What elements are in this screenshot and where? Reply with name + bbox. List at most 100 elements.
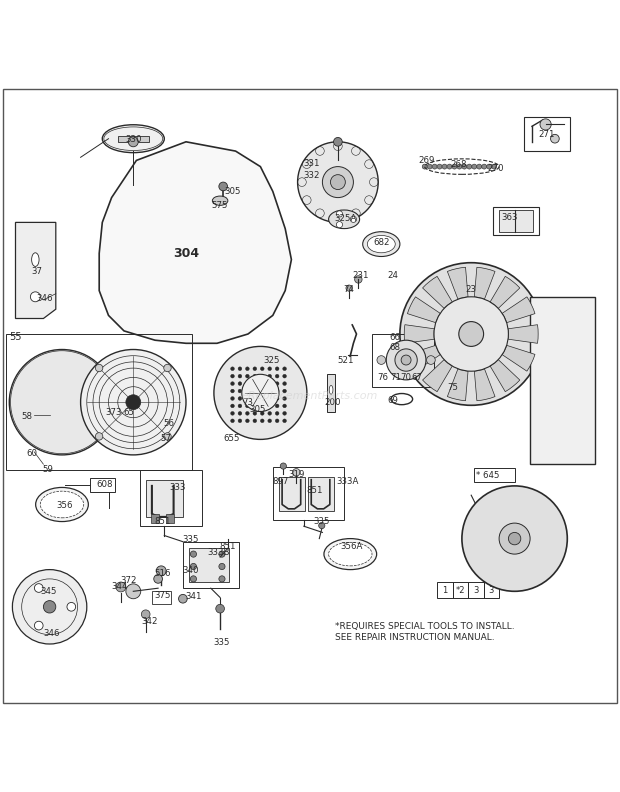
Text: 23: 23 xyxy=(466,285,477,294)
Bar xyxy=(474,468,515,482)
Wedge shape xyxy=(448,369,468,401)
Circle shape xyxy=(275,389,279,393)
Text: 56: 56 xyxy=(163,420,174,428)
Text: 356A: 356A xyxy=(340,543,363,551)
Circle shape xyxy=(238,382,242,386)
Wedge shape xyxy=(508,325,538,343)
Text: 345: 345 xyxy=(40,587,56,596)
Circle shape xyxy=(427,164,432,169)
Ellipse shape xyxy=(324,539,377,569)
Circle shape xyxy=(231,397,234,400)
Circle shape xyxy=(355,276,362,284)
Circle shape xyxy=(126,394,141,409)
Bar xyxy=(140,470,202,526)
Text: *REQUIRES SPECIAL TOOLS TO INSTALL.
SEE REPAIR INSTRUCTION MANUAL.: *REQUIRES SPECIAL TOOLS TO INSTALL. SEE … xyxy=(335,623,515,642)
Bar xyxy=(533,354,595,371)
Circle shape xyxy=(442,164,447,169)
Circle shape xyxy=(231,389,234,393)
Circle shape xyxy=(275,382,279,386)
Circle shape xyxy=(214,346,307,440)
Text: 356: 356 xyxy=(57,501,73,510)
Text: 68: 68 xyxy=(389,343,401,352)
PathPatch shape xyxy=(99,142,291,343)
Circle shape xyxy=(268,382,272,386)
Wedge shape xyxy=(407,345,440,371)
Circle shape xyxy=(253,404,257,408)
Circle shape xyxy=(283,375,286,378)
Circle shape xyxy=(128,137,138,147)
Bar xyxy=(484,582,499,597)
Bar xyxy=(437,582,453,597)
Text: 346: 346 xyxy=(37,294,53,303)
Circle shape xyxy=(246,375,249,378)
Bar xyxy=(493,207,539,234)
Text: 325A: 325A xyxy=(335,214,357,223)
Ellipse shape xyxy=(367,235,396,253)
Circle shape xyxy=(477,164,482,169)
Circle shape xyxy=(508,532,521,545)
Text: 335: 335 xyxy=(182,535,198,544)
Circle shape xyxy=(156,565,166,576)
Circle shape xyxy=(246,382,249,386)
Circle shape xyxy=(253,382,257,386)
Circle shape xyxy=(462,164,467,169)
Bar xyxy=(6,334,192,470)
Text: 268: 268 xyxy=(451,160,467,169)
Circle shape xyxy=(34,621,43,630)
Text: 70: 70 xyxy=(401,373,412,382)
Circle shape xyxy=(350,216,356,223)
Circle shape xyxy=(260,419,264,423)
Circle shape xyxy=(283,382,286,386)
Bar xyxy=(146,480,183,517)
Ellipse shape xyxy=(32,253,39,266)
Circle shape xyxy=(462,486,567,592)
Ellipse shape xyxy=(102,125,164,153)
Bar xyxy=(453,582,468,597)
Text: 60: 60 xyxy=(27,449,38,458)
Circle shape xyxy=(81,349,186,455)
Circle shape xyxy=(487,164,492,169)
Bar xyxy=(533,329,595,346)
Bar xyxy=(183,542,239,588)
Circle shape xyxy=(268,419,272,423)
Circle shape xyxy=(260,412,264,415)
Text: *2: *2 xyxy=(455,585,465,595)
Circle shape xyxy=(319,523,325,529)
Circle shape xyxy=(283,367,286,371)
Circle shape xyxy=(275,367,279,371)
Circle shape xyxy=(238,397,242,400)
Text: 75: 75 xyxy=(447,383,458,393)
Circle shape xyxy=(499,523,530,554)
Bar xyxy=(151,514,159,523)
Bar xyxy=(327,375,335,412)
Bar xyxy=(279,477,305,511)
Circle shape xyxy=(126,584,141,599)
Circle shape xyxy=(238,419,242,423)
Text: 851: 851 xyxy=(219,542,236,550)
Circle shape xyxy=(427,356,435,364)
Circle shape xyxy=(457,164,462,169)
Wedge shape xyxy=(423,360,452,392)
Text: 65: 65 xyxy=(123,408,135,417)
Circle shape xyxy=(260,382,264,386)
Circle shape xyxy=(268,367,272,371)
Text: 851: 851 xyxy=(155,517,171,527)
Circle shape xyxy=(334,138,342,147)
Circle shape xyxy=(179,595,187,603)
Circle shape xyxy=(253,367,257,371)
Circle shape xyxy=(216,604,224,613)
Circle shape xyxy=(400,263,542,406)
Circle shape xyxy=(434,297,508,371)
Wedge shape xyxy=(407,297,440,322)
Circle shape xyxy=(231,375,234,378)
Circle shape xyxy=(492,164,497,169)
Bar xyxy=(189,548,229,582)
Bar xyxy=(499,210,533,232)
Circle shape xyxy=(275,375,279,378)
Text: 521: 521 xyxy=(338,356,354,365)
Circle shape xyxy=(432,164,437,169)
PathPatch shape xyxy=(16,223,56,318)
Wedge shape xyxy=(404,325,435,343)
Circle shape xyxy=(95,364,103,371)
Text: 319: 319 xyxy=(288,470,304,479)
